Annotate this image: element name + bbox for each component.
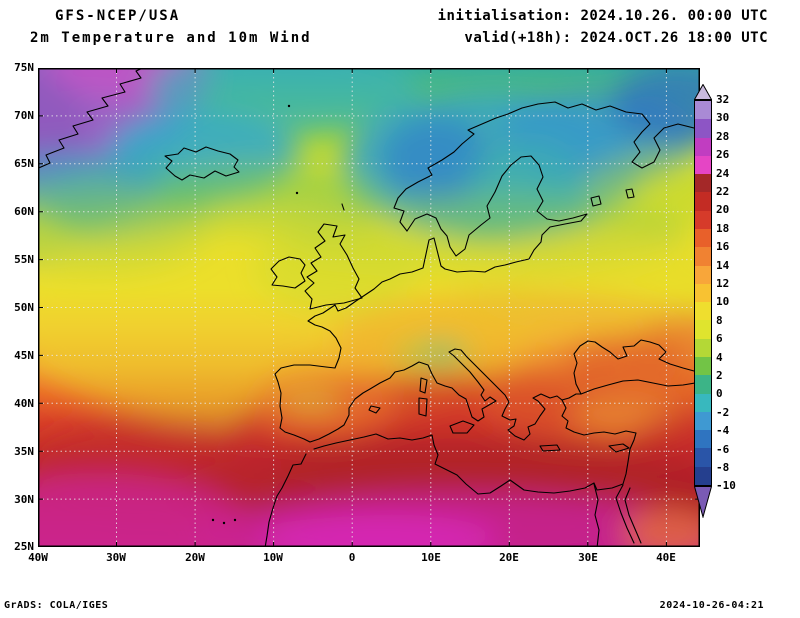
colorbar-tick-label: 20 — [716, 203, 730, 216]
lon-label-20e: 20E — [499, 551, 519, 564]
colorbar-tick-label: -4 — [716, 424, 730, 437]
lon-label-40e: 40E — [656, 551, 676, 564]
colorbar-tick-label: -6 — [716, 443, 730, 456]
lat-label-65n: 65N — [14, 157, 34, 170]
colorbar-band — [695, 247, 711, 266]
colorbar-band — [695, 356, 711, 376]
shetland — [341, 203, 345, 211]
red-sea-nile — [593, 483, 642, 547]
colorbar-tick-label: 16 — [716, 240, 730, 253]
colorbar-tick-label: 2 — [716, 369, 723, 382]
colorbar-band — [695, 448, 711, 467]
russian-lakes — [590, 188, 635, 207]
colorbar-tick-label: 26 — [716, 148, 730, 161]
europe-mainland-coast — [274, 155, 700, 443]
canary-island-2 — [222, 521, 226, 525]
grads-credit: GrADS: COLA/IGES — [4, 600, 109, 611]
colorbar-tick-label: 12 — [716, 277, 730, 290]
colorbar-band — [695, 320, 711, 339]
init-time-label: initialisation: 2024.10.26. 00:00 UTC — [437, 8, 768, 24]
jan-mayen — [287, 104, 291, 108]
lon-label-10e: 10E — [421, 551, 441, 564]
lon-label-30e: 30E — [578, 551, 598, 564]
colorbar-band — [695, 411, 711, 431]
lat-label-50n: 50N — [14, 301, 34, 314]
colorbar-band — [695, 302, 711, 321]
colorbar-band — [695, 466, 711, 485]
colorbar-band — [695, 192, 711, 211]
lat-label-55n: 55N — [14, 253, 34, 266]
colorbar-tick-label: 32 — [716, 93, 730, 106]
great-britain-coast — [304, 223, 363, 310]
lat-label-70n: 70N — [14, 109, 34, 122]
colorbar-band — [695, 228, 711, 248]
iceland-coast — [164, 146, 240, 181]
colorbar-band-stack — [694, 100, 712, 486]
lon-label-20w: 20W — [185, 551, 205, 564]
colorbar-tick-label: 22 — [716, 185, 730, 198]
lon-label-0: 0 — [348, 551, 356, 564]
colorbar-tick-label: -10 — [716, 479, 736, 492]
canary-island-1 — [211, 518, 215, 522]
colorbar-band — [695, 155, 711, 175]
lat-label-45n: 45N — [14, 349, 34, 362]
lat-label-60n: 60N — [14, 205, 34, 218]
colorbar-band — [695, 265, 711, 284]
coastlines — [38, 68, 700, 547]
generation-timestamp: 2024-10-26-04:21 — [659, 600, 764, 611]
colorbar-tick-label: 24 — [716, 167, 730, 180]
colorbar-band — [695, 174, 711, 193]
colorbar-lower-arrow — [694, 486, 712, 518]
greenland-coast — [38, 68, 145, 169]
colorbar-upper-arrow — [694, 84, 712, 100]
colorbar-tick-label: 10 — [716, 295, 730, 308]
field-title: 2m Temperature and 10m Wind — [30, 30, 312, 46]
faroe-islands — [295, 191, 299, 195]
mediterranean-south-coast — [313, 399, 637, 495]
colorbar-band — [695, 393, 711, 412]
ireland-coast — [270, 256, 306, 289]
europe-temperature-map — [38, 68, 700, 547]
scandinavia-arctic-coast — [393, 101, 700, 232]
colorbar-band — [695, 283, 711, 303]
colorbar-tick-label: 8 — [716, 314, 723, 327]
colorbar-tick-label: 18 — [716, 222, 730, 235]
colorbar-band — [695, 338, 711, 357]
colorbar-band — [695, 430, 711, 449]
colorbar-band — [695, 210, 711, 229]
lat-label-75n: 75N — [14, 61, 34, 74]
lat-label-40n: 40N — [14, 397, 34, 410]
colorbar-band — [695, 101, 711, 120]
lat-label-35n: 35N — [14, 445, 34, 458]
lon-label-30w: 30W — [106, 551, 126, 564]
valid-time-label: valid(+18h): 2024.OCT.26 18:00 UTC — [464, 30, 768, 46]
model-title: GFS-NCEP/USA — [55, 8, 181, 24]
grid-lines — [38, 68, 700, 547]
lat-label-30n: 30N — [14, 493, 34, 506]
canary-island-3 — [233, 518, 237, 522]
colorbar-tick-label: 14 — [716, 259, 730, 272]
lat-label-25n: 25N — [14, 540, 34, 553]
morocco-atlantic-coast — [264, 453, 307, 547]
colorbar-band — [695, 137, 711, 156]
colorbar-tick-label: 6 — [716, 332, 723, 345]
colorbar-tick-label: -8 — [716, 461, 730, 474]
colorbar-tick-label: 30 — [716, 111, 730, 124]
colorbar-tick-label: 28 — [716, 130, 730, 143]
colorbar-band — [695, 375, 711, 394]
colorbar-band — [695, 119, 711, 138]
lon-label-10w: 10W — [263, 551, 283, 564]
mediterranean-islands — [368, 377, 630, 453]
colorbar-tick-label: 4 — [716, 351, 723, 364]
turkey-black-sea-coast — [580, 379, 700, 395]
colorbar-tick-label: -2 — [716, 406, 730, 419]
colorbar-tick-label: 0 — [716, 387, 723, 400]
lon-label-40w: 40W — [28, 551, 48, 564]
